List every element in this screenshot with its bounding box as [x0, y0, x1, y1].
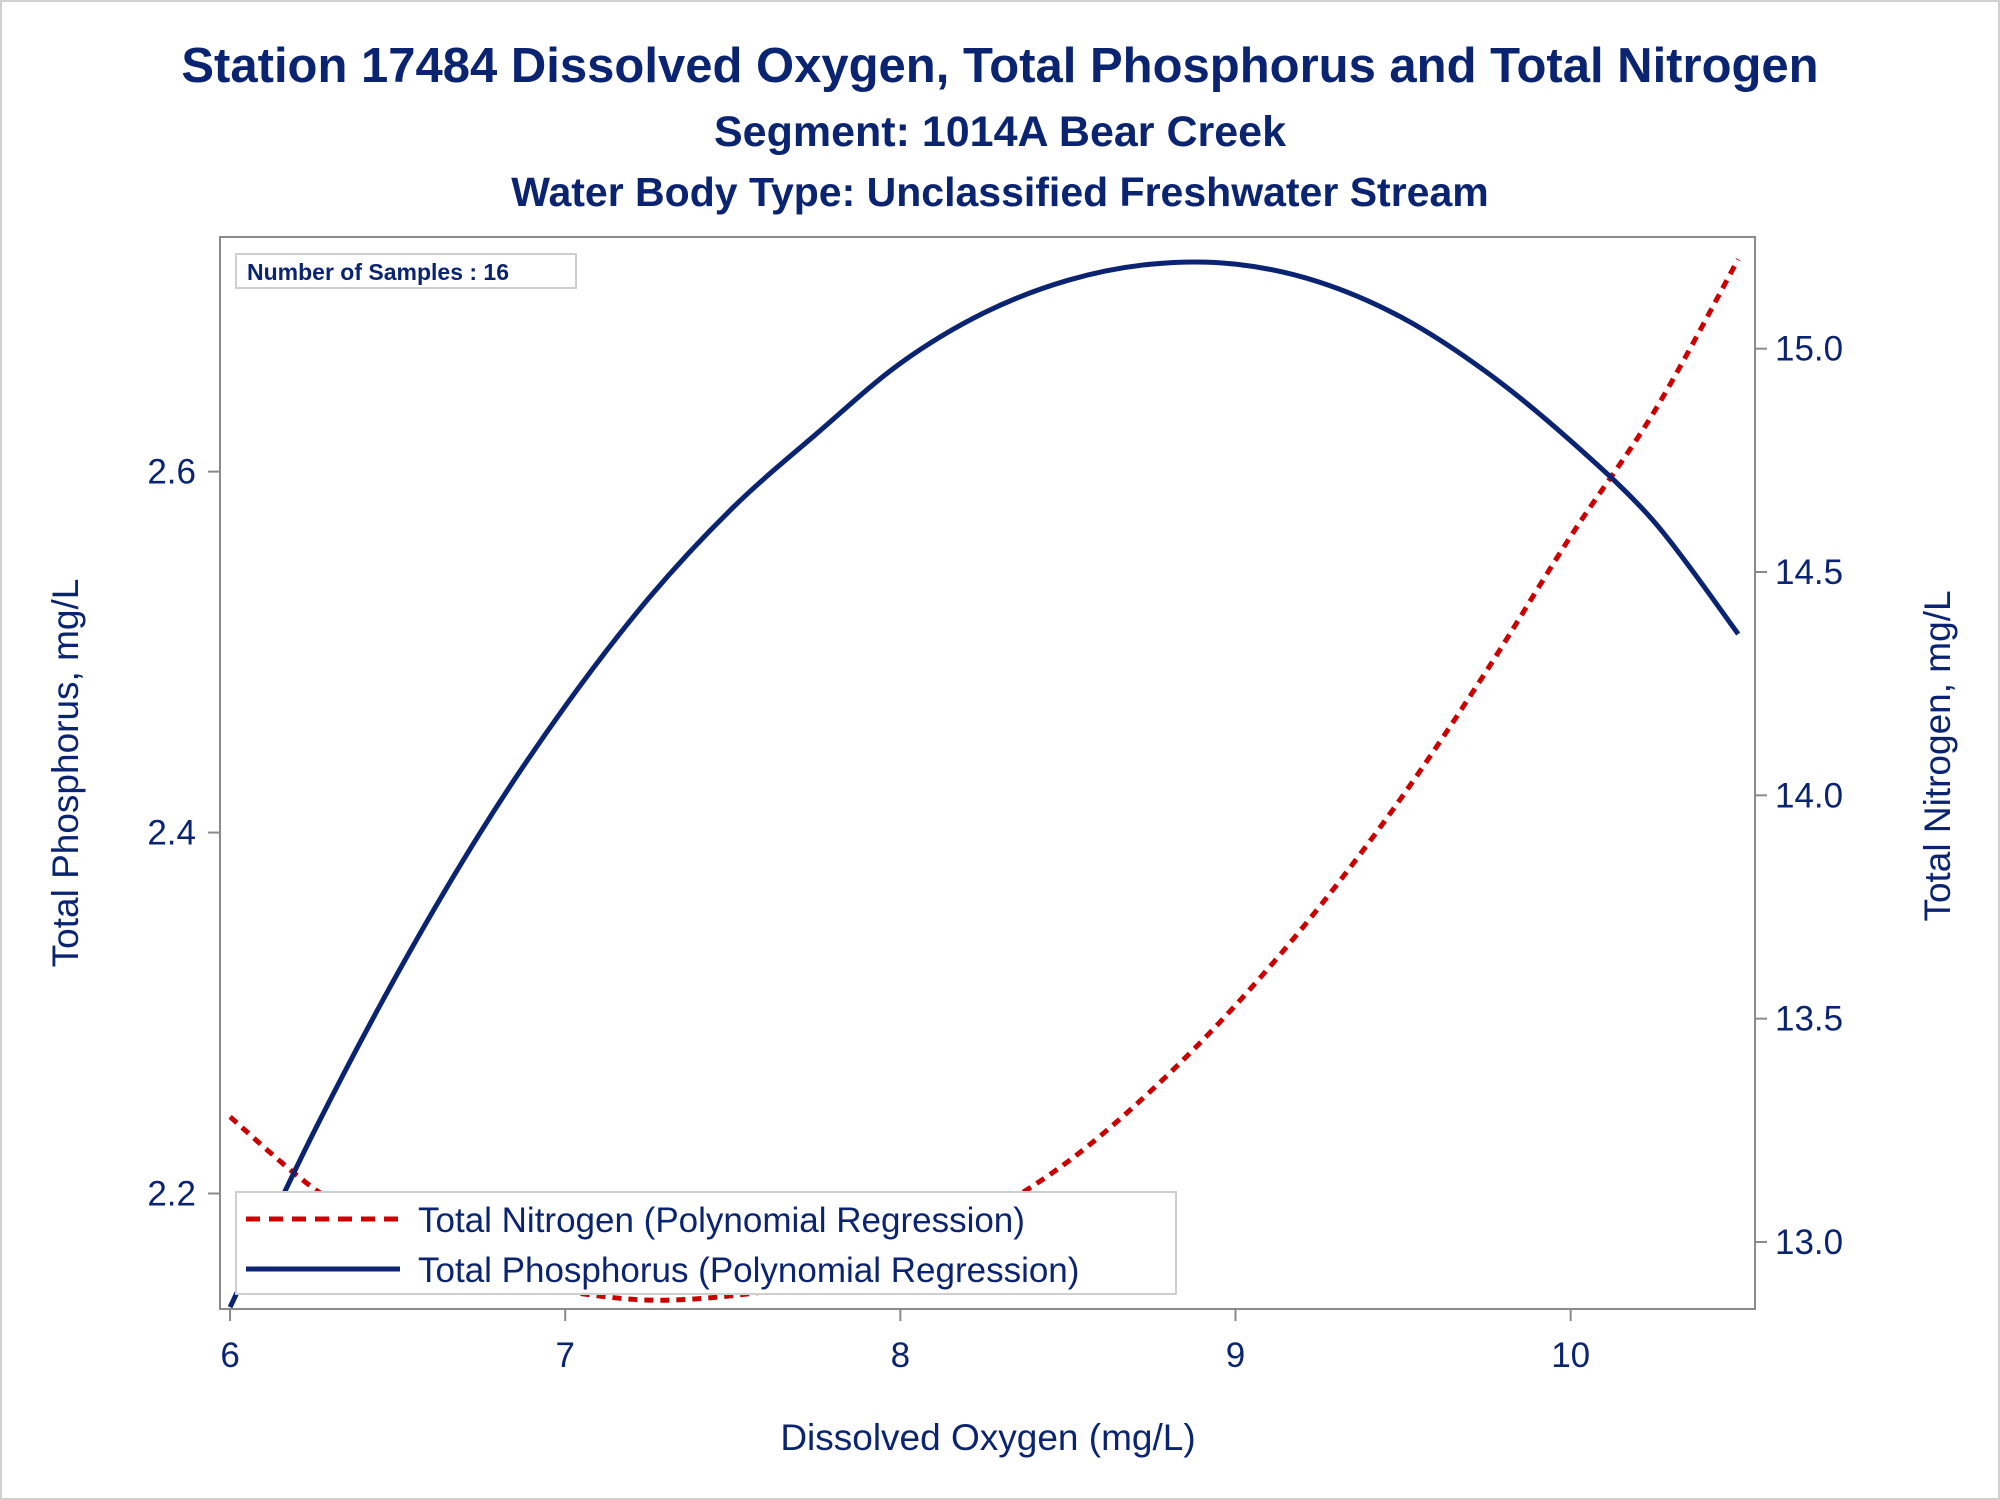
sample-count-text: Number of Samples : 16 [247, 259, 509, 285]
x-axis-title: Dissolved Oxygen (mg/L) [780, 1417, 1195, 1458]
y-tick-label: 2.6 [147, 453, 196, 492]
chart-subtitle-segment: Segment: 1014A Bear Creek [713, 108, 1287, 156]
x-tick-label: 6 [220, 1336, 239, 1375]
y-tick-label: 2.4 [147, 814, 196, 853]
sample-count-badge: Number of Samples : 16 [235, 253, 577, 289]
y-axis-ticks: 2.2 2.4 2.6 [147, 453, 220, 1213]
y2-tick-label: 14.0 [1775, 776, 1843, 815]
x-tick-label: 8 [891, 1336, 910, 1375]
x-tick-label: 10 [1551, 1336, 1590, 1375]
y2-tick-label: 15.0 [1775, 330, 1843, 369]
y2-axis-title: Total Nitrogen, mg/L [1917, 590, 1958, 921]
series-layer [227, 258, 1741, 1309]
x-tick-label: 9 [1226, 1336, 1245, 1375]
y2-tick-label: 14.5 [1775, 553, 1843, 592]
nitrogen-regression-line [228, 258, 1741, 1303]
y2-tick-label: 13.5 [1775, 1000, 1843, 1039]
y-tick-label: 2.2 [147, 1174, 196, 1213]
plot-area-frame [219, 236, 1756, 1310]
x-axis-ticks: 6 7 8 9 10 [220, 1309, 1590, 1375]
y2-axis-ticks: 13.0 13.5 14.0 14.5 15.0 [1755, 330, 1843, 1262]
chart-subtitle-water-body: Water Body Type: Unclassified Freshwater… [511, 169, 1489, 215]
legend-box [235, 1191, 1177, 1295]
legend-label-nitrogen: Total Nitrogen (Polynomial Regression) [418, 1201, 1025, 1240]
y2-tick-label: 13.0 [1775, 1223, 1843, 1262]
y-axis-title: Total Phosphorus, mg/L [45, 579, 86, 968]
x-tick-label: 7 [555, 1336, 574, 1375]
legend-label-phosphorus: Total Phosphorus (Polynomial Regression) [418, 1251, 1079, 1290]
chart-title: Station 17484 Dissolved Oxygen, Total Ph… [181, 39, 1819, 93]
legend: Total Nitrogen (Polynomial Regression) T… [235, 1191, 1177, 1295]
sample-count-box [235, 253, 577, 289]
phosphorus-regression-line [227, 259, 1741, 1309]
